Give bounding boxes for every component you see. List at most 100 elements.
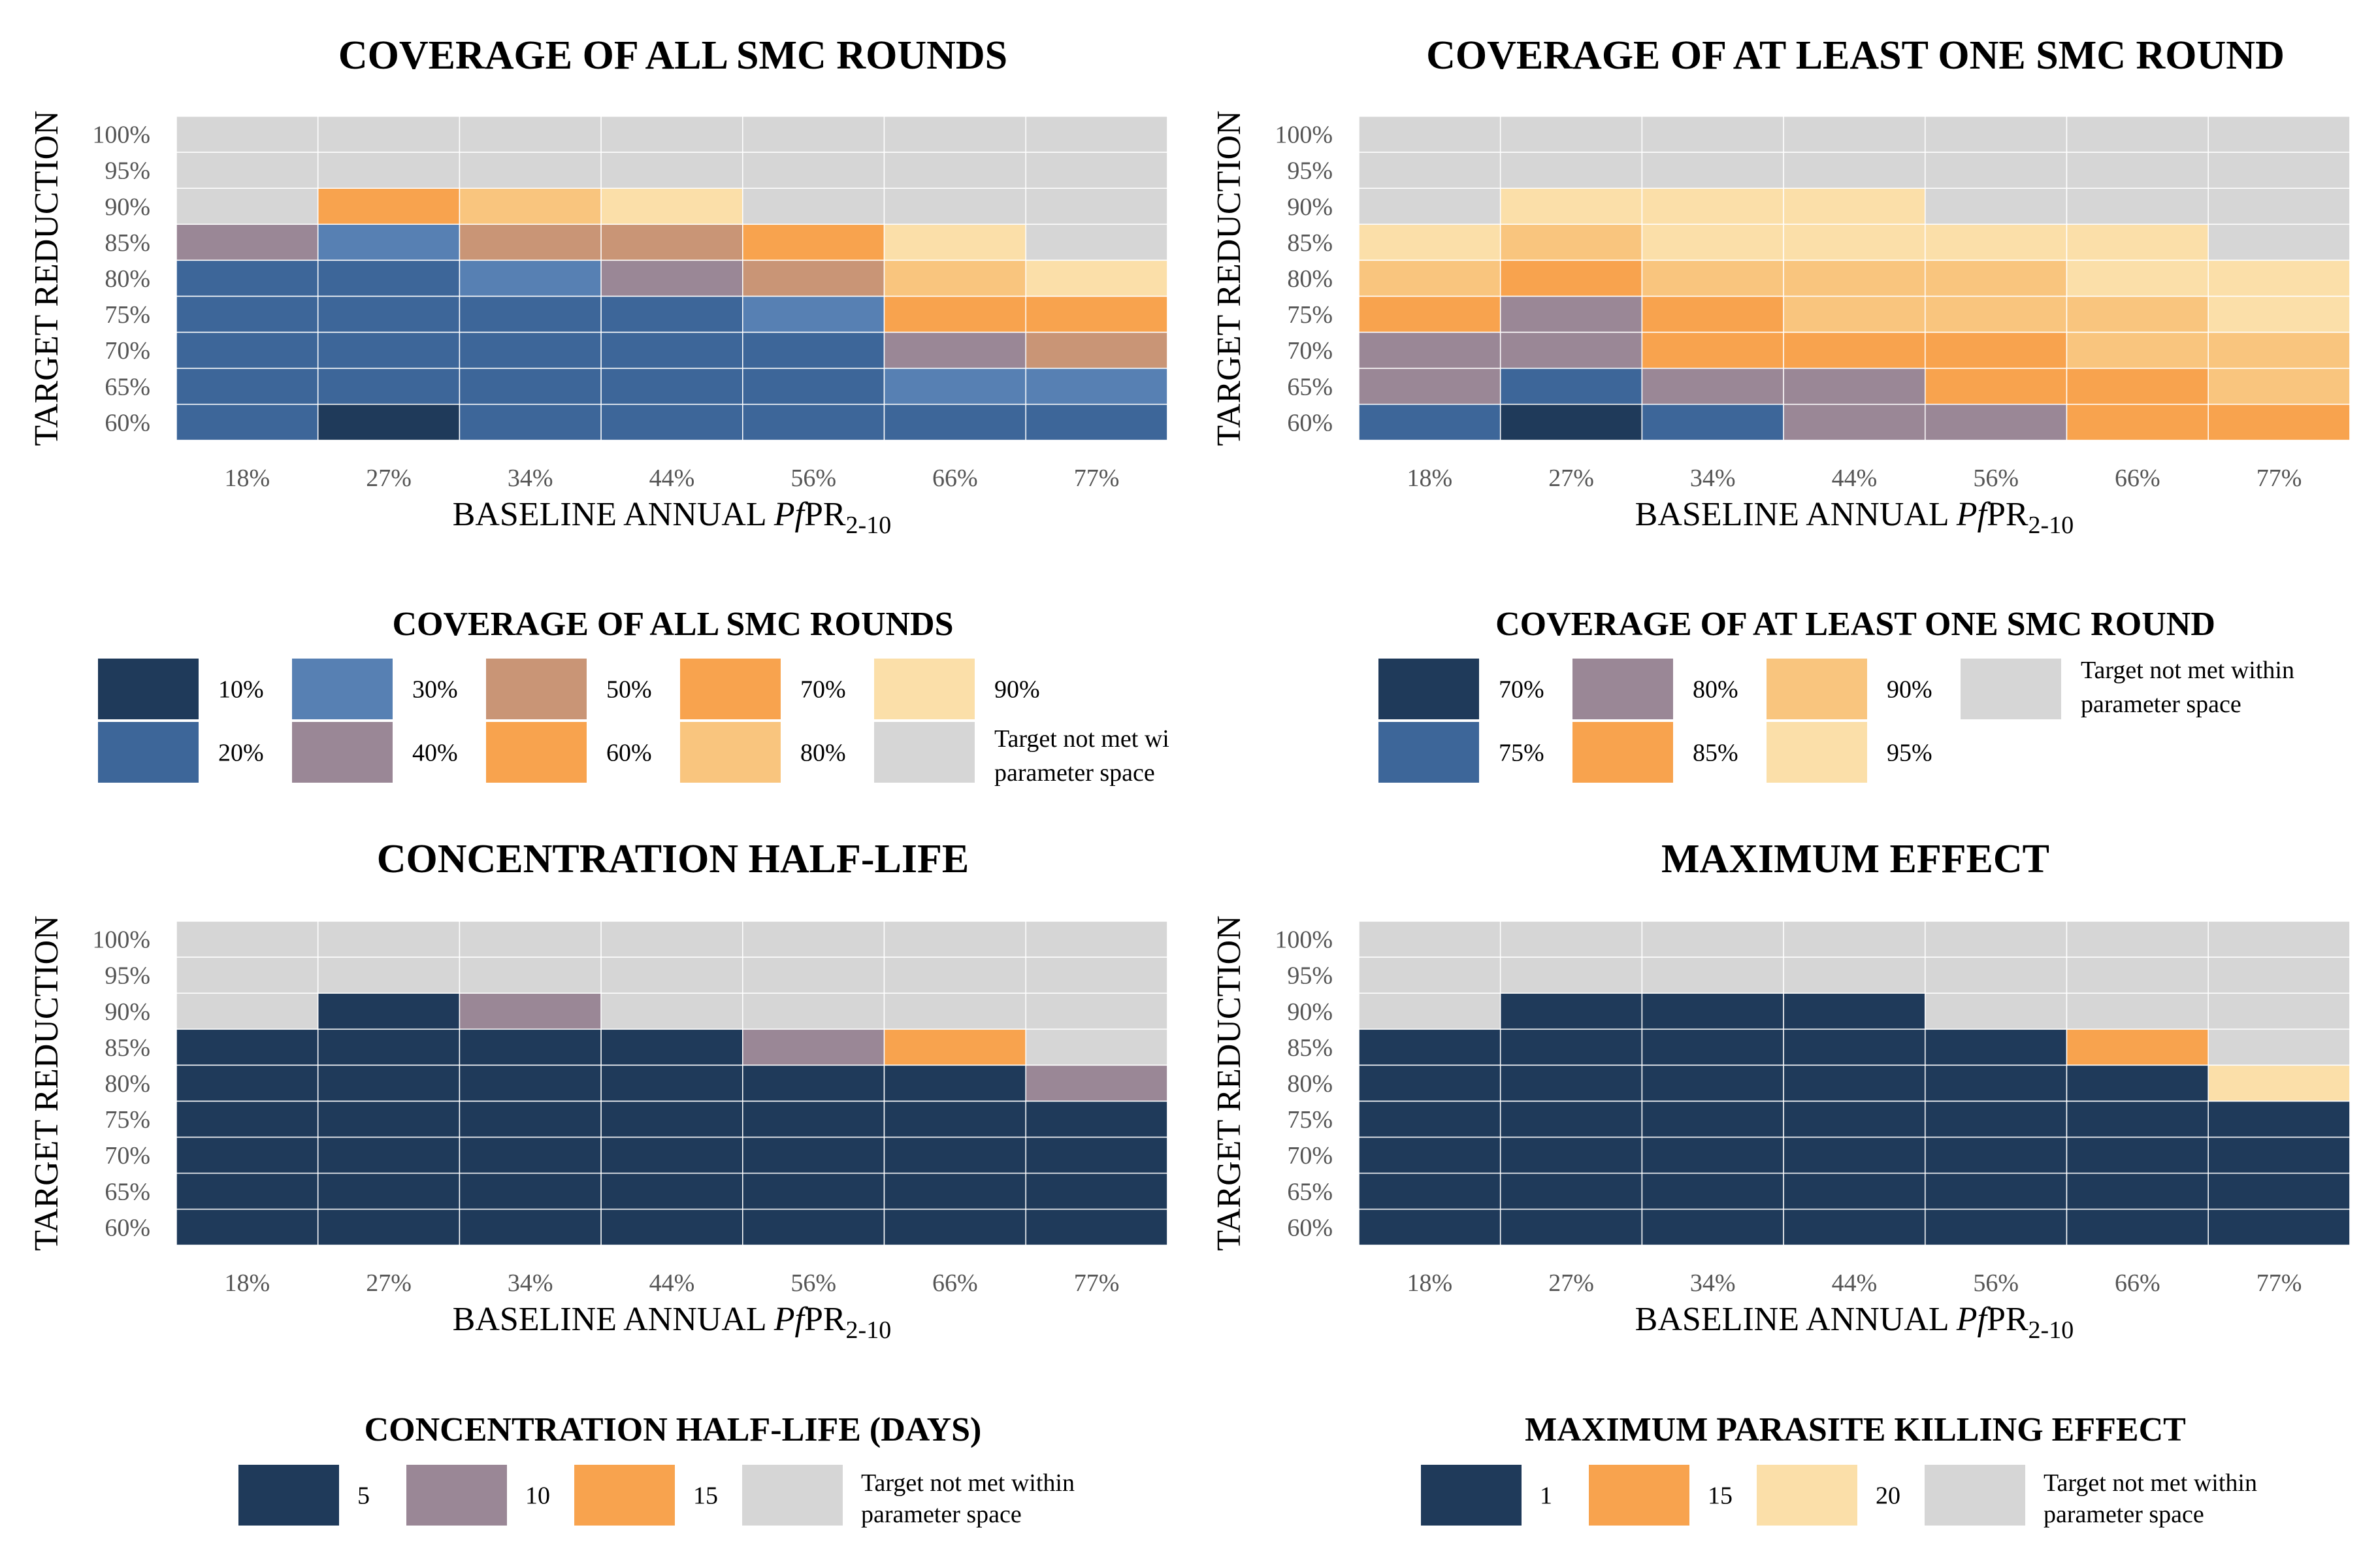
x-tick-label: 56% (1973, 1269, 2019, 1297)
heatmap-cell (2207, 1136, 2351, 1174)
legend-swatch (98, 659, 199, 719)
y-tick-label: 95% (1287, 962, 1333, 990)
legend-label: 70% (800, 676, 846, 704)
y-tick-label: 95% (1287, 157, 1333, 185)
heatmap-cell (883, 331, 1026, 369)
y-tick-label: 60% (1287, 1214, 1333, 1241)
heatmap-cell (459, 404, 602, 441)
heatmap-cell (459, 1100, 602, 1138)
heatmap-cell (459, 921, 602, 958)
heatmap-cell (1025, 1136, 1168, 1174)
heatmap-cell (883, 992, 1026, 1030)
heatmap-cell (1641, 1209, 1784, 1246)
heatmap-cell (1925, 1209, 2068, 1246)
heatmap-cell (1499, 1209, 1643, 1246)
heatmap-cell (600, 404, 743, 441)
heatmap-cell (176, 259, 319, 297)
heatmap-cell (742, 367, 885, 405)
x-axis-label: BASELINE ANNUAL PfPR2-10 (1635, 496, 2074, 539)
heatmap-cell (1499, 116, 1643, 153)
heatmap-cell (883, 152, 1026, 189)
y-tick-label: 65% (1287, 1178, 1333, 1205)
heatmap-cell (176, 223, 319, 261)
x-tick-label: 66% (2115, 1269, 2160, 1297)
heatmap-cell (883, 956, 1026, 994)
x-tick-label: 27% (1548, 1269, 1594, 1297)
heatmap-cell (317, 116, 461, 153)
heatmap-cell (883, 223, 1026, 261)
y-tick-label: 100% (1275, 926, 1333, 954)
heatmap-cell (176, 295, 319, 333)
heatmap-cell (176, 1064, 319, 1102)
legend-label: 20 (1876, 1482, 1900, 1510)
heatmap-cell (1641, 223, 1784, 261)
heatmap-cell (1358, 404, 1501, 441)
heatmap-cell (459, 956, 602, 994)
heatmap-cell (2207, 259, 2351, 297)
heatmap-cell (1783, 152, 1926, 189)
heatmap-cell (2207, 295, 2351, 333)
heatmap-cell (2066, 331, 2209, 369)
heatmap-cell (1025, 1028, 1168, 1066)
heatmap-cell (176, 188, 319, 225)
x-tick-label: 66% (932, 465, 978, 492)
y-tick-label: 75% (105, 1106, 150, 1134)
legend-swatch (1378, 659, 1479, 719)
heatmap-cell (742, 188, 885, 225)
heatmap-cell (1499, 188, 1643, 225)
y-tick-label: 100% (92, 926, 150, 954)
heatmap-cell (1641, 331, 1784, 369)
heatmap-cell (1641, 367, 1784, 405)
legend-label: 30% (412, 676, 458, 704)
y-tick-label: 65% (1287, 373, 1333, 400)
legend-label: parameter space (2081, 691, 2241, 718)
x-tick-label: 44% (649, 465, 695, 492)
y-axis-label: TARGET REDUCTION (28, 915, 65, 1250)
heatmap-cell (1025, 956, 1168, 994)
x-tick-label: 34% (1690, 1269, 1736, 1297)
heatmap-cell (459, 295, 602, 333)
x-tick-label: 77% (2256, 1269, 2302, 1297)
heatmap-cell (459, 116, 602, 153)
heatmap-cell (742, 1209, 885, 1246)
heatmap-cell (176, 116, 319, 153)
y-tick-label: 85% (105, 1034, 150, 1062)
legend-label: 5 (357, 1482, 370, 1510)
heatmap-cell (459, 223, 602, 261)
heatmap-cell (1358, 367, 1501, 405)
x-tick-label: 18% (1407, 1269, 1453, 1297)
heatmap-cell (2066, 152, 2209, 189)
y-tick-label: 95% (105, 157, 150, 185)
y-tick-label: 60% (1287, 409, 1333, 436)
heatmap-cell (1025, 992, 1168, 1030)
heatmap-cell (742, 223, 885, 261)
heatmap-cell (176, 1172, 319, 1210)
heatmap-cell (1641, 188, 1784, 225)
heatmap-panel-1: COVERAGE OF ALL SMC ROUNDS 100% 95% 90% 85% 8… (28, 33, 1169, 787)
heatmap-cell (1499, 992, 1643, 1030)
legend-swatch (1378, 722, 1479, 783)
heatmap-cell (1499, 956, 1643, 994)
heatmap-cell (742, 1136, 885, 1174)
heatmap-cell (1783, 1064, 1926, 1102)
legend: COVERAGE OF AT LEAST ONE SMC ROUND 70% 75%… (1378, 606, 2294, 783)
legend-swatch (1767, 659, 1867, 719)
heatmap-cell (2066, 1172, 2209, 1210)
heatmap-cell (2066, 404, 2209, 441)
heatmap-cell (176, 1209, 319, 1246)
heatmap-cell (317, 1100, 461, 1138)
y-tick-label: 80% (105, 1070, 150, 1098)
heatmap-cell (176, 956, 319, 994)
heatmap-cell (1499, 295, 1643, 333)
x-tick-label: 66% (932, 1269, 978, 1297)
heatmap-cell (883, 921, 1026, 958)
y-tick-label: 85% (105, 229, 150, 257)
heatmap-cell (2207, 1064, 2351, 1102)
heatmap-panel-3: CONCENTRATION HALF-LIFE 100% 95% 90% 85% 80% 7… (28, 837, 1168, 1528)
heatmap-cell (1641, 404, 1784, 441)
heatmap-cell (742, 259, 885, 297)
y-tick-label: 85% (1287, 229, 1333, 257)
heatmap-cell (459, 1136, 602, 1174)
legend-label: 90% (1887, 676, 1932, 704)
y-tick-label: 90% (105, 998, 150, 1026)
